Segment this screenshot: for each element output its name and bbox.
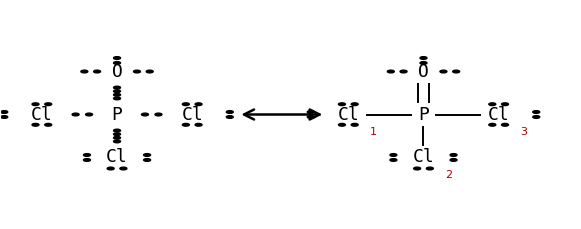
Text: O: O bbox=[418, 63, 429, 81]
Text: 3: 3 bbox=[521, 127, 528, 137]
Circle shape bbox=[501, 123, 508, 126]
Text: P: P bbox=[418, 106, 429, 123]
Text: Cl: Cl bbox=[338, 106, 359, 123]
Circle shape bbox=[32, 103, 39, 106]
Circle shape bbox=[144, 154, 150, 156]
Circle shape bbox=[32, 123, 39, 126]
Circle shape bbox=[390, 154, 397, 156]
Circle shape bbox=[142, 113, 149, 116]
Circle shape bbox=[450, 154, 457, 156]
Circle shape bbox=[533, 116, 540, 118]
Circle shape bbox=[1, 116, 8, 118]
Circle shape bbox=[146, 70, 153, 73]
Text: 1: 1 bbox=[370, 127, 377, 137]
Circle shape bbox=[45, 123, 52, 126]
Circle shape bbox=[195, 123, 202, 126]
Circle shape bbox=[113, 129, 120, 132]
Circle shape bbox=[134, 70, 141, 73]
Circle shape bbox=[113, 93, 120, 96]
Text: O: O bbox=[112, 63, 123, 81]
Circle shape bbox=[113, 140, 120, 143]
Circle shape bbox=[113, 57, 120, 59]
Circle shape bbox=[113, 133, 120, 136]
Circle shape bbox=[351, 103, 358, 106]
Circle shape bbox=[45, 103, 52, 106]
Text: P: P bbox=[112, 106, 123, 123]
Circle shape bbox=[227, 116, 233, 118]
Circle shape bbox=[227, 111, 233, 113]
Circle shape bbox=[426, 167, 433, 170]
Circle shape bbox=[400, 70, 407, 73]
Circle shape bbox=[489, 123, 496, 126]
Circle shape bbox=[339, 123, 346, 126]
Circle shape bbox=[113, 97, 120, 100]
Circle shape bbox=[84, 154, 91, 156]
Circle shape bbox=[351, 123, 358, 126]
Circle shape bbox=[84, 159, 91, 161]
Circle shape bbox=[440, 70, 447, 73]
Circle shape bbox=[501, 103, 508, 106]
Circle shape bbox=[72, 113, 79, 116]
Circle shape bbox=[414, 167, 421, 170]
Text: Cl: Cl bbox=[488, 106, 510, 123]
Circle shape bbox=[113, 86, 120, 89]
Text: Cl: Cl bbox=[31, 106, 53, 123]
Circle shape bbox=[388, 70, 394, 73]
Circle shape bbox=[420, 57, 427, 59]
Circle shape bbox=[94, 70, 101, 73]
Circle shape bbox=[450, 159, 457, 161]
Circle shape bbox=[1, 111, 8, 113]
Circle shape bbox=[113, 62, 120, 64]
Circle shape bbox=[339, 103, 346, 106]
Circle shape bbox=[453, 70, 460, 73]
Circle shape bbox=[533, 111, 540, 113]
Circle shape bbox=[420, 62, 427, 64]
Circle shape bbox=[195, 103, 202, 106]
Circle shape bbox=[182, 123, 189, 126]
Circle shape bbox=[113, 90, 120, 93]
Text: 2: 2 bbox=[446, 170, 453, 180]
Circle shape bbox=[307, 116, 314, 118]
Circle shape bbox=[85, 113, 92, 116]
Circle shape bbox=[307, 111, 314, 113]
Text: Cl: Cl bbox=[413, 148, 435, 166]
Circle shape bbox=[144, 159, 150, 161]
Circle shape bbox=[182, 103, 189, 106]
Circle shape bbox=[107, 167, 114, 170]
Circle shape bbox=[489, 103, 496, 106]
Circle shape bbox=[390, 159, 397, 161]
Circle shape bbox=[155, 113, 162, 116]
Text: Cl: Cl bbox=[106, 148, 128, 166]
Circle shape bbox=[113, 136, 120, 139]
Circle shape bbox=[120, 167, 127, 170]
Text: Cl: Cl bbox=[181, 106, 203, 123]
Circle shape bbox=[81, 70, 88, 73]
